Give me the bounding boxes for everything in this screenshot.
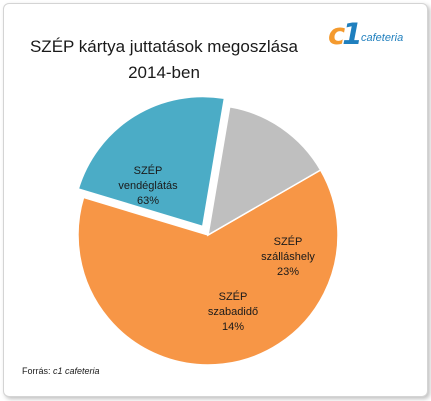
pie-slice: [77, 168, 339, 366]
logo-wordmark: cafeteria: [361, 32, 404, 44]
pie-slice: [77, 95, 226, 228]
slice-label: SZÉP vendéglátás 63%: [118, 164, 178, 207]
source-note: Forrás: c1 cafeteria: [22, 366, 100, 376]
slice-label: SZÉP szálláshely 23%: [261, 235, 315, 278]
pie-slice: [206, 105, 322, 237]
chart-title-line-2: 2014-ben: [128, 63, 200, 82]
chart-title: SZÉP kártya juttatások megoszlása 2014-b…: [14, 34, 314, 86]
c1-logo-mark: c1: [328, 17, 362, 51]
chart-title-line-1: SZÉP kártya juttatások megoszlása: [29, 37, 299, 56]
c1-cafeteria-logo: c1 cafeteria: [328, 18, 420, 54]
slice-label: SZÉP szabadidő 14%: [208, 290, 258, 333]
